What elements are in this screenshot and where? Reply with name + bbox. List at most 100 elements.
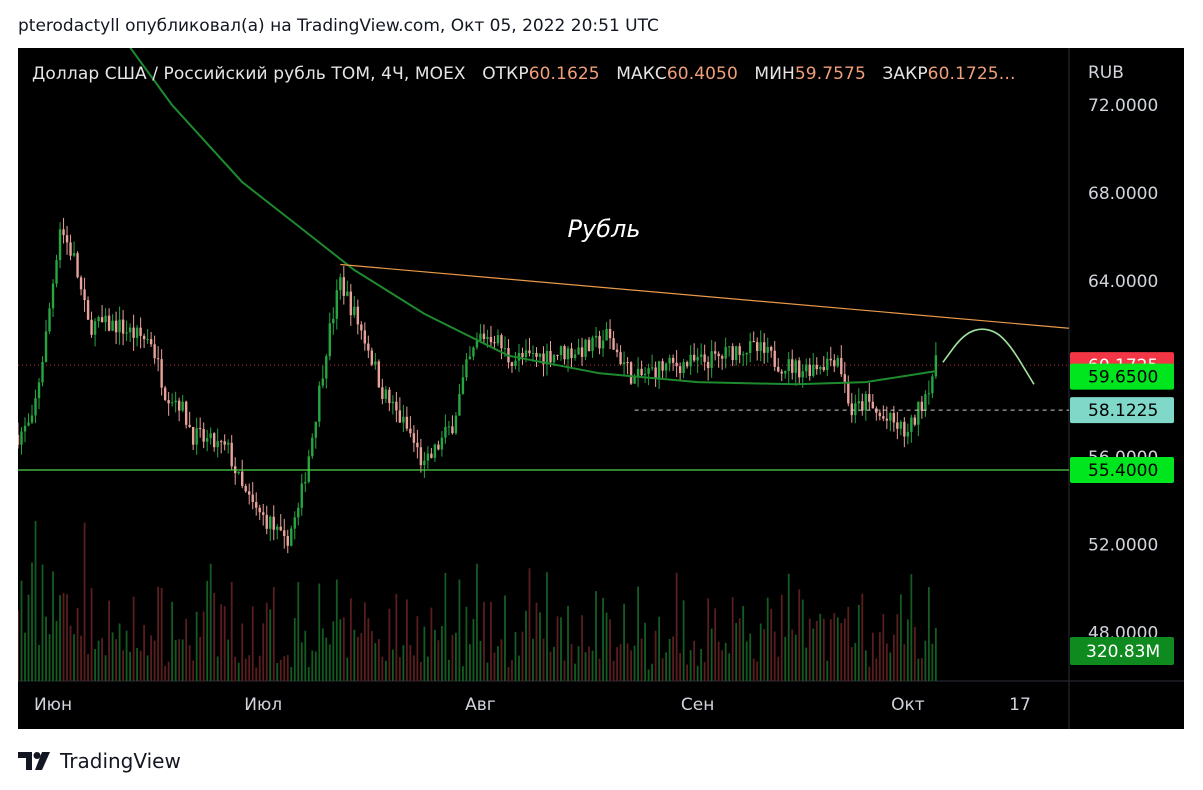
volume-bar bbox=[465, 606, 468, 681]
volume-bar bbox=[20, 580, 23, 681]
volume-bar bbox=[619, 644, 622, 681]
volume-bar bbox=[73, 634, 75, 681]
candle-body bbox=[290, 528, 293, 546]
volume-bar bbox=[227, 639, 230, 681]
price-label-bg bbox=[1070, 363, 1174, 390]
volume-bar bbox=[321, 628, 324, 681]
publish-caption-text: pterodactyll опубликовал(а) на TradingVi… bbox=[18, 16, 659, 36]
candle-body bbox=[706, 361, 710, 369]
volume-bar bbox=[920, 657, 923, 681]
candle-body bbox=[426, 453, 430, 461]
candle-body bbox=[272, 516, 275, 530]
volume-bar bbox=[700, 648, 703, 681]
candle-body bbox=[794, 360, 797, 373]
candle-body bbox=[472, 347, 475, 357]
publish-caption: pterodactyll опубликовал(а) на TradingVi… bbox=[18, 16, 659, 36]
volume-bars bbox=[18, 521, 937, 681]
volume-bar bbox=[426, 656, 429, 681]
volume-bar bbox=[38, 644, 40, 681]
candle-body bbox=[111, 320, 114, 331]
volume-bar bbox=[815, 620, 818, 681]
volume-bar bbox=[206, 580, 209, 681]
candle-body bbox=[128, 327, 132, 333]
price-tick-label: 72.0000 bbox=[1088, 96, 1158, 116]
candle-body bbox=[899, 421, 903, 429]
volume-bar bbox=[423, 626, 426, 681]
candle-body bbox=[850, 403, 853, 416]
volume-bar bbox=[255, 667, 258, 681]
candle-body bbox=[486, 336, 489, 340]
volume-bar bbox=[588, 646, 590, 681]
tradingview-brand: TradingView bbox=[60, 749, 181, 773]
candle-body bbox=[23, 425, 27, 432]
candle-body bbox=[657, 361, 661, 379]
candle-body bbox=[759, 342, 762, 352]
volume-bar bbox=[339, 619, 342, 681]
volume-bar bbox=[262, 623, 265, 681]
volume-bar bbox=[448, 659, 450, 681]
candle-body bbox=[349, 291, 353, 316]
candle-body bbox=[819, 366, 822, 370]
volume-bar bbox=[759, 623, 762, 681]
volume-label-text: 320.83M bbox=[1086, 642, 1160, 662]
candle-body bbox=[262, 512, 265, 515]
price-label-badge: 55.4000 bbox=[1070, 457, 1174, 483]
volume-bar bbox=[917, 658, 920, 681]
candle-body bbox=[48, 308, 51, 332]
candle-body bbox=[927, 393, 931, 395]
candle-body bbox=[857, 401, 860, 404]
chart-frame[interactable]: Рубль RUB 72.0000 68.0000 64.0000 52.0000 48.0… bbox=[18, 48, 1184, 729]
candle-body bbox=[409, 428, 412, 434]
candle-body bbox=[727, 346, 731, 348]
volume-bar bbox=[609, 619, 611, 681]
candle-body bbox=[784, 371, 787, 374]
candle-body bbox=[864, 394, 868, 411]
tradingview-logo[interactable]: TradingView bbox=[18, 748, 181, 774]
volume-bar bbox=[822, 618, 825, 681]
candle-body bbox=[195, 428, 198, 445]
volume-bar bbox=[868, 666, 871, 681]
volume-bar bbox=[45, 616, 47, 681]
volume-bar bbox=[742, 605, 745, 681]
volume-bar bbox=[472, 618, 475, 681]
volume-bar bbox=[518, 655, 520, 681]
candle-body bbox=[773, 350, 776, 367]
candle-body bbox=[30, 415, 34, 423]
candle-body bbox=[398, 410, 402, 423]
volume-bar bbox=[367, 618, 370, 681]
candle-body bbox=[868, 394, 871, 402]
volume-bar bbox=[647, 669, 650, 681]
candlestick-chart[interactable]: РубльRUB72.000068.000064.000052.000048.0… bbox=[18, 48, 1184, 729]
open-value: 60.1625 bbox=[528, 64, 600, 84]
volume-bar bbox=[780, 594, 783, 681]
candle-body bbox=[454, 415, 458, 434]
candle-body bbox=[563, 346, 566, 360]
candle-body bbox=[826, 358, 829, 371]
volume-bar bbox=[486, 662, 489, 681]
volume-bar bbox=[244, 658, 247, 681]
candle-body bbox=[72, 253, 76, 256]
candle-body bbox=[479, 333, 482, 341]
volume-bar bbox=[854, 643, 857, 681]
volume-bar bbox=[724, 642, 727, 681]
candle-body bbox=[276, 526, 279, 530]
volume-bar bbox=[745, 641, 748, 681]
candle-body bbox=[917, 401, 920, 425]
candle-body bbox=[328, 323, 331, 357]
candle-body bbox=[37, 382, 41, 399]
volume-bar bbox=[160, 587, 163, 681]
volume-bar bbox=[258, 655, 261, 681]
volume-bar bbox=[248, 655, 251, 681]
volume-bar bbox=[307, 667, 310, 681]
candle-body bbox=[521, 352, 524, 357]
close-label: ЗАКР bbox=[882, 64, 928, 84]
candle-body bbox=[219, 441, 223, 443]
volume-bar bbox=[353, 629, 356, 681]
candle-body bbox=[184, 401, 188, 425]
price-label-text: 59.6500 bbox=[1088, 368, 1158, 388]
candle-body bbox=[780, 371, 783, 374]
volume-bar bbox=[686, 664, 689, 681]
candle-body bbox=[356, 306, 360, 325]
candle-body bbox=[402, 416, 405, 423]
volume-bar bbox=[553, 646, 555, 681]
